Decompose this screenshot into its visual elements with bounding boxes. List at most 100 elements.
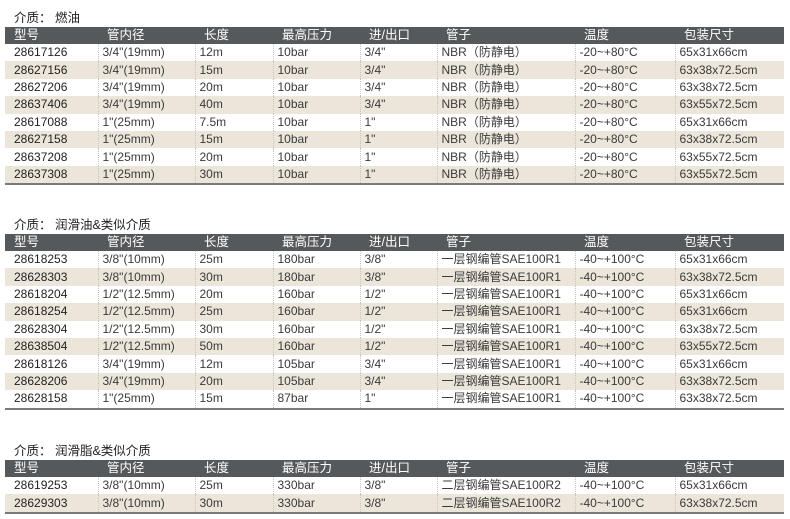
section-lubricating-oil: 介质： 润滑油&类似介质 型号 管内径 长度 最高压力 进/出口 管子 温度 包装尺寸 28618… bbox=[5, 217, 784, 410]
table-cell: 一层钢编管SAE100R1 bbox=[436, 372, 575, 391]
table-cell: 28618126 bbox=[14, 356, 68, 371]
table-cell: 63x38x72.5cm bbox=[674, 268, 784, 286]
table-cell: 10bar bbox=[272, 148, 360, 166]
table-cell: NBR（防静电） bbox=[436, 61, 575, 79]
table-cell: 7.5m bbox=[194, 113, 273, 131]
column-header: 温度 bbox=[575, 460, 675, 477]
table-cell: -40~+100°C bbox=[574, 355, 675, 373]
table-cell: 1/2"(12.5mm) bbox=[97, 285, 195, 304]
section-fuel: 介质： 燃油 型号 管内径 长度 最高压力 进/出口 管子 温度 包装尺寸 28617126 3/4… bbox=[5, 10, 784, 185]
table-cell: 3/4"(19mm) bbox=[97, 78, 195, 97]
table-cell: 1/2" bbox=[359, 337, 437, 356]
table-cell: 15m bbox=[194, 130, 273, 149]
table-cell: 一层钢编管SAE100R1 bbox=[436, 303, 575, 321]
table-cell: 63x55x72.5cm bbox=[674, 148, 784, 166]
table-header-row: 型号 管内径 长度 最高压力 进/出口 管子 温度 包装尺寸 bbox=[5, 460, 784, 477]
table-cell: 28627156 bbox=[5, 61, 98, 79]
table-cell: -20~+80°C bbox=[574, 44, 675, 62]
table-header-row: 型号 管内径 长度 最高压力 进/出口 管子 温度 包装尺寸 bbox=[5, 234, 784, 251]
table-cell: NBR（防静电） bbox=[436, 44, 575, 62]
table-header-row: 型号 管内径 长度 最高压力 进/出口 管子 温度 包装尺寸 bbox=[5, 27, 784, 44]
spec-table: 型号 管内径 长度 最高压力 进/出口 管子 温度 包装尺寸 28619253 3/8"(10mm… bbox=[5, 460, 784, 514]
table-cell: 3/4" bbox=[359, 44, 437, 62]
spec-table: 型号 管内径 长度 最高压力 进/出口 管子 温度 包装尺寸 28618253 3/8"(10mm… bbox=[5, 234, 784, 410]
table-cell: 一层钢编管SAE100R1 bbox=[436, 337, 575, 356]
table-row: 28617088 1"(25mm) 7.5m 10bar 1" NBR（防静电） -20~+… bbox=[5, 113, 784, 131]
table-cell: 28619253 bbox=[14, 478, 68, 493]
table-cell: 28628304 bbox=[14, 321, 68, 336]
table-row: 28618204 1/2"(12.5mm) 20m 160bar 1/2" 一层钢编管SA… bbox=[5, 285, 784, 304]
table-cell: 15m bbox=[194, 390, 273, 409]
column-header: 最高压力 bbox=[273, 460, 360, 477]
table-cell: 63x55x72.5cm bbox=[674, 337, 784, 356]
column-header: 温度 bbox=[575, 27, 675, 44]
table-cell: 一层钢编管SAE100R1 bbox=[436, 390, 575, 409]
table-cell: 25m bbox=[194, 251, 273, 269]
table-cell: 20m bbox=[194, 78, 273, 97]
column-header: 管内径 bbox=[98, 460, 195, 477]
table-cell: 1" bbox=[359, 113, 437, 131]
table-cell: 87bar bbox=[272, 390, 360, 409]
table-cell: 3/8" bbox=[359, 494, 437, 513]
column-header: 进/出口 bbox=[360, 27, 437, 44]
table-cell: -20~+80°C bbox=[574, 165, 675, 185]
table-cell: NBR（防静电） bbox=[436, 148, 575, 166]
table-cell: -40~+100°C bbox=[574, 251, 675, 269]
table-cell: 3/8"(10mm) bbox=[97, 251, 195, 269]
table-cell: -20~+80°C bbox=[574, 78, 675, 97]
table-cell: 63x55x72.5cm bbox=[674, 96, 784, 114]
table-cell: 1"(25mm) bbox=[97, 148, 195, 166]
table-cell: NBR（防静电） bbox=[436, 96, 575, 114]
table-row: 28618254 1/2"(12.5mm) 25m 160bar 1/2" 一层钢编管SA… bbox=[5, 303, 784, 321]
table-row: 28637406 3/4"(19mm) 40m 10bar 3/4" NBR（防静电） -2… bbox=[5, 96, 784, 114]
table-cell: -20~+80°C bbox=[574, 130, 675, 149]
table-cell: -20~+80°C bbox=[574, 96, 675, 114]
table-cell: 28618253 bbox=[14, 252, 68, 267]
table-row: 28628206 3/4"(19mm) 20m 105bar 3/4" 一层钢编管SAE1… bbox=[5, 372, 784, 391]
table-cell: 28628303 bbox=[5, 268, 98, 286]
table-cell: 1/2" bbox=[359, 303, 437, 321]
table-row: 28627206 3/4"(19mm) 20m 10bar 3/4" NBR（防静电） -2… bbox=[5, 78, 784, 97]
column-header: 最高压力 bbox=[273, 27, 360, 44]
table-cell: NBR（防静电） bbox=[436, 165, 575, 185]
table-cell: 28637208 bbox=[14, 149, 68, 164]
table-cell: 1"(25mm) bbox=[97, 130, 195, 149]
table-cell: 65x31x66cm bbox=[674, 285, 784, 304]
table-cell: 28618204 bbox=[14, 286, 68, 301]
column-header: 包装尺寸 bbox=[675, 460, 784, 477]
column-header: 最高压力 bbox=[273, 234, 360, 251]
table-row: 28629303 3/8"(10mm) 30m 330bar 3/8" 二层钢编管SAE1… bbox=[5, 494, 784, 513]
table-cell: 63x38x72.5cm bbox=[674, 320, 784, 338]
table-cell: -40~+100°C bbox=[574, 268, 675, 286]
table-cell: 1/2"(12.5mm) bbox=[97, 337, 195, 356]
table-cell: 1" bbox=[359, 148, 437, 166]
table-cell: 二层钢编管SAE100R2 bbox=[436, 494, 575, 513]
table-cell: 3/4" bbox=[359, 61, 437, 79]
section-title: 介质： 润滑脂&类似介质 bbox=[14, 444, 151, 458]
column-header: 管内径 bbox=[98, 27, 195, 44]
table-cell: NBR（防静电） bbox=[436, 78, 575, 97]
table-cell: 105bar bbox=[272, 355, 360, 373]
table-row: 28637208 1"(25mm) 20m 10bar 1" NBR（防静电） -20~+8… bbox=[5, 148, 784, 166]
table-cell: 105bar bbox=[272, 372, 360, 391]
table-cell: 330bar bbox=[272, 494, 360, 513]
table-cell: 1"(25mm) bbox=[97, 165, 195, 185]
table-cell: 10bar bbox=[272, 44, 360, 62]
table-cell: 一层钢编管SAE100R1 bbox=[436, 268, 575, 286]
table-cell: 1" bbox=[359, 130, 437, 149]
table-cell: 65x31x66cm bbox=[674, 303, 784, 321]
table-cell: 20m bbox=[194, 285, 273, 304]
table-row: 28638504 1/2"(12.5mm) 50m 160bar 1/2" 一层钢编管SA… bbox=[5, 337, 784, 356]
section-grease: 介质： 润滑脂&类似介质型号 管内径 长度 最高压力 进/出口 管子 温度 包装尺寸 28619… bbox=[5, 443, 784, 514]
table-cell: 10bar bbox=[272, 113, 360, 131]
table-cell: -40~+100°C bbox=[574, 372, 675, 391]
table-cell: NBR（防静电） bbox=[436, 113, 575, 131]
table-cell: 1" bbox=[359, 390, 437, 409]
table-cell: 160bar bbox=[272, 320, 360, 338]
table-row: 28619253 3/8"(10mm) 25m 330bar 3/8" 二层钢编管SAE1… bbox=[5, 477, 784, 495]
table-row: 28618126 3/4"(19mm) 12m 105bar 3/4" 一层钢编管SAE1… bbox=[5, 355, 784, 373]
table-cell: 63x38x72.5cm bbox=[674, 372, 784, 391]
table-cell: 1"(25mm) bbox=[97, 113, 195, 131]
table-cell: 3/4"(19mm) bbox=[97, 372, 195, 391]
table-cell: 28638504 bbox=[5, 337, 98, 356]
